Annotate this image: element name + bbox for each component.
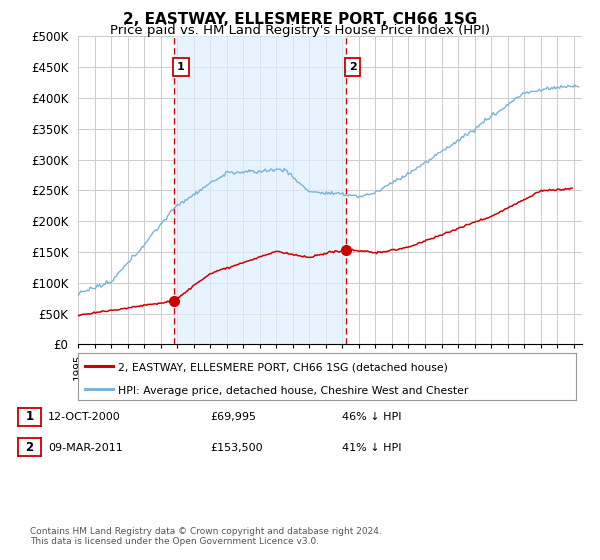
Text: 2, EASTWAY, ELLESMERE PORT, CH66 1SG: 2, EASTWAY, ELLESMERE PORT, CH66 1SG xyxy=(123,12,477,27)
Text: £69,995: £69,995 xyxy=(210,412,256,422)
Text: 12-OCT-2000: 12-OCT-2000 xyxy=(48,412,121,422)
Text: Price paid vs. HM Land Registry's House Price Index (HPI): Price paid vs. HM Land Registry's House … xyxy=(110,24,490,37)
Bar xyxy=(173,36,346,344)
Text: 09-MAR-2011: 09-MAR-2011 xyxy=(48,443,123,453)
Text: 41% ↓ HPI: 41% ↓ HPI xyxy=(342,443,401,453)
Text: 1: 1 xyxy=(177,62,185,72)
Text: Contains HM Land Registry data © Crown copyright and database right 2024.
This d: Contains HM Land Registry data © Crown c… xyxy=(30,526,382,546)
Text: 46% ↓ HPI: 46% ↓ HPI xyxy=(342,412,401,422)
Text: HPI: Average price, detached house, Cheshire West and Chester: HPI: Average price, detached house, Ches… xyxy=(118,386,468,396)
Text: 1: 1 xyxy=(25,410,34,423)
Text: 2: 2 xyxy=(25,441,34,454)
Text: 2: 2 xyxy=(349,62,356,72)
Text: 2, EASTWAY, ELLESMERE PORT, CH66 1SG (detached house): 2, EASTWAY, ELLESMERE PORT, CH66 1SG (de… xyxy=(118,362,448,372)
Text: £153,500: £153,500 xyxy=(210,443,263,453)
